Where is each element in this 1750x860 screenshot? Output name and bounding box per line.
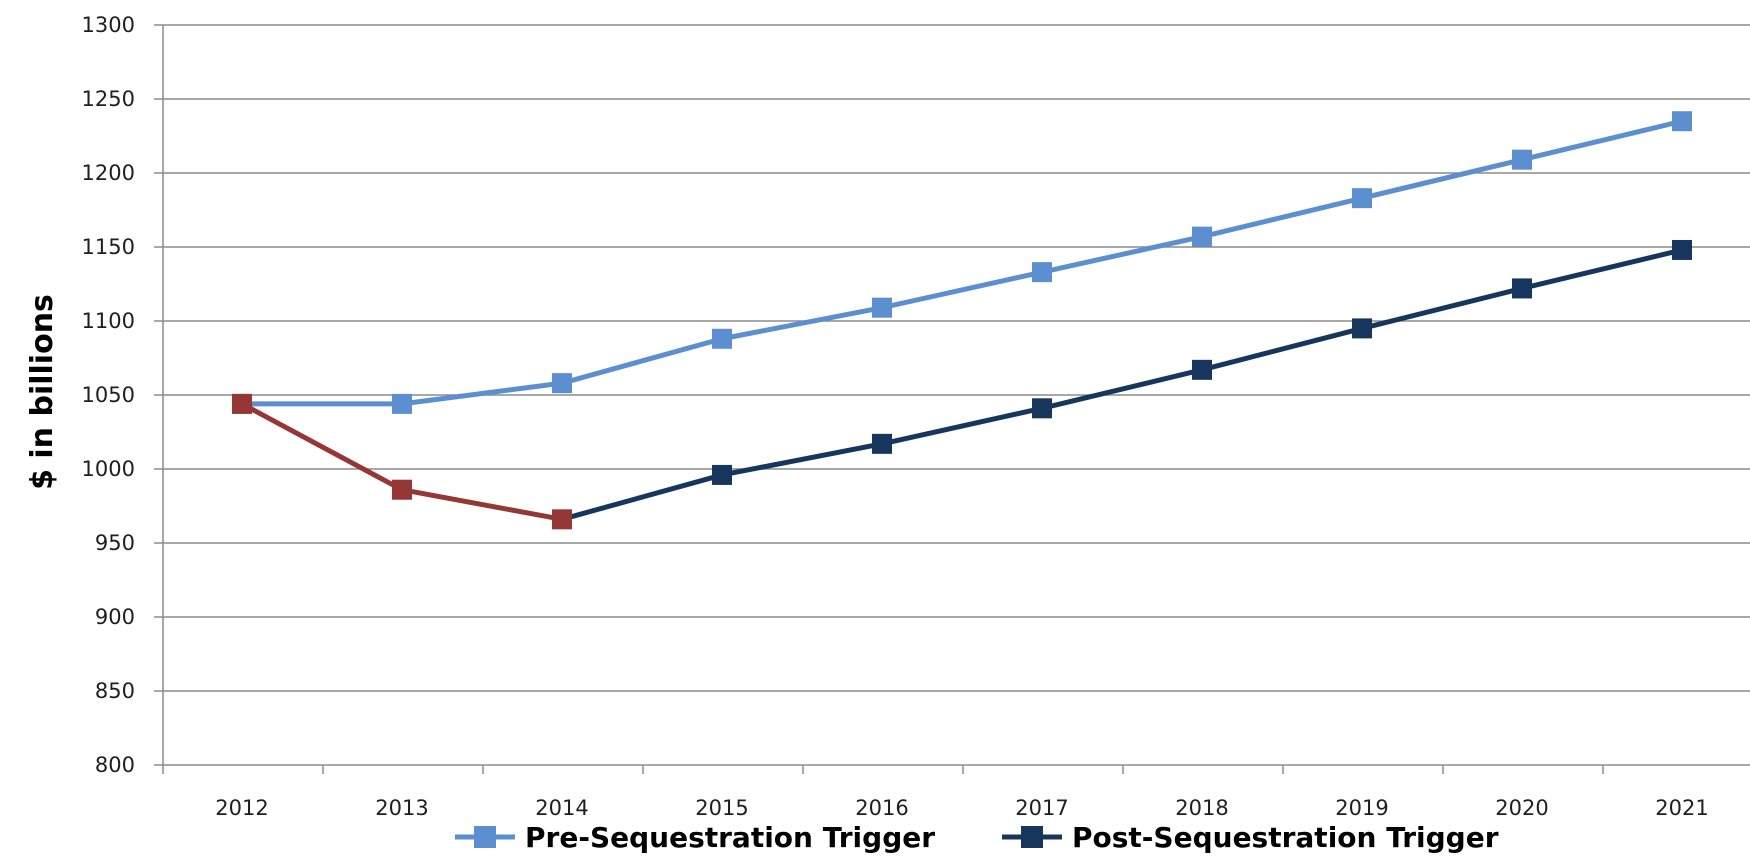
- x-tick-label: 2018: [1175, 796, 1228, 820]
- post-sequestration-trigger-point-2021: [1672, 239, 1692, 260]
- pre-sequestration-trigger-line: [242, 118, 1683, 407]
- pre-sequestration-trigger-point-2014: [552, 373, 572, 394]
- x-tick-label: 2020: [1495, 796, 1548, 820]
- y-tick-label: 900: [95, 605, 135, 629]
- post-sequestration-trigger-point-2016: [872, 433, 892, 454]
- axes: [154, 24, 1750, 774]
- post-sequestration-trigger-point-2015: [712, 464, 732, 485]
- legend: Pre-Sequestration Trigger Post-Sequestrat…: [455, 821, 1499, 854]
- y-axis-title: $ in billions: [25, 294, 60, 490]
- pre-sequestration-trigger-point-2017: [1032, 262, 1052, 283]
- legend-marker-post-sequestration-trigger: [1021, 826, 1043, 848]
- data-markers: [232, 111, 1692, 530]
- y-tick-label: 1050: [82, 383, 135, 407]
- y-tick-label: 1100: [82, 309, 135, 333]
- post-sequestration-trigger-point-2013: [392, 479, 412, 500]
- pre-sequestration-trigger-point-2016: [872, 297, 892, 318]
- post-sequestration-trigger-point-2017: [1032, 398, 1052, 419]
- pre-sequestration-trigger-point-2021: [1672, 111, 1692, 132]
- x-tick-label: 2019: [1335, 796, 1388, 820]
- x-tick-label: 2016: [855, 796, 908, 820]
- x-tick-label: 2015: [695, 796, 748, 820]
- pre-sequestration-trigger-point-2013: [392, 393, 412, 414]
- y-tick-label: 800: [95, 753, 135, 777]
- post-sequestration-trigger-point-2014: [552, 509, 572, 530]
- x-tick-label: 2017: [1015, 796, 1068, 820]
- post-sequestration-trigger-point-2019: [1352, 318, 1372, 339]
- x-tick-label: 2021: [1655, 796, 1708, 820]
- pre-sequestration-trigger-point-2018: [1192, 226, 1212, 247]
- y-tick-label: 850: [95, 679, 135, 703]
- x-tick-label: 2013: [375, 796, 428, 820]
- x-tick-label: 2012: [215, 796, 268, 820]
- y-tick-label: 950: [95, 531, 135, 555]
- tick-labels: 800 850 900 950 1000 1050 1100 1150 1200 1250 1300…: [82, 13, 1709, 820]
- pre-sequestration-trigger-point-2015: [712, 328, 732, 349]
- x-tick-label: 2014: [535, 796, 588, 820]
- legend-label-pre-sequestration-trigger: Pre-Sequestration Trigger: [525, 821, 935, 854]
- post-sequestration-trigger-point-2020: [1512, 278, 1532, 299]
- y-tick-label: 1300: [82, 13, 135, 37]
- pre-sequestration-trigger-point-2020: [1512, 149, 1532, 170]
- y-tick-label: 1200: [82, 161, 135, 185]
- post-sequestration-trigger-line: [561, 247, 1683, 522]
- y-tick-label: 1150: [82, 235, 135, 259]
- y-tick-label: 1000: [82, 457, 135, 481]
- post-sequestration-trigger-highlight-line: [240, 401, 563, 522]
- post-sequestration-trigger-point-2012: [232, 393, 252, 414]
- legend-marker-pre-sequestration-trigger: [474, 826, 496, 848]
- legend-label-post-sequestration-trigger: Post-Sequestration Trigger: [1072, 821, 1499, 854]
- pre-sequestration-trigger-point-2019: [1352, 188, 1372, 209]
- post-sequestration-trigger-point-2018: [1192, 359, 1212, 380]
- y-tick-label: 1250: [82, 87, 135, 111]
- gridlines: [163, 24, 1750, 692]
